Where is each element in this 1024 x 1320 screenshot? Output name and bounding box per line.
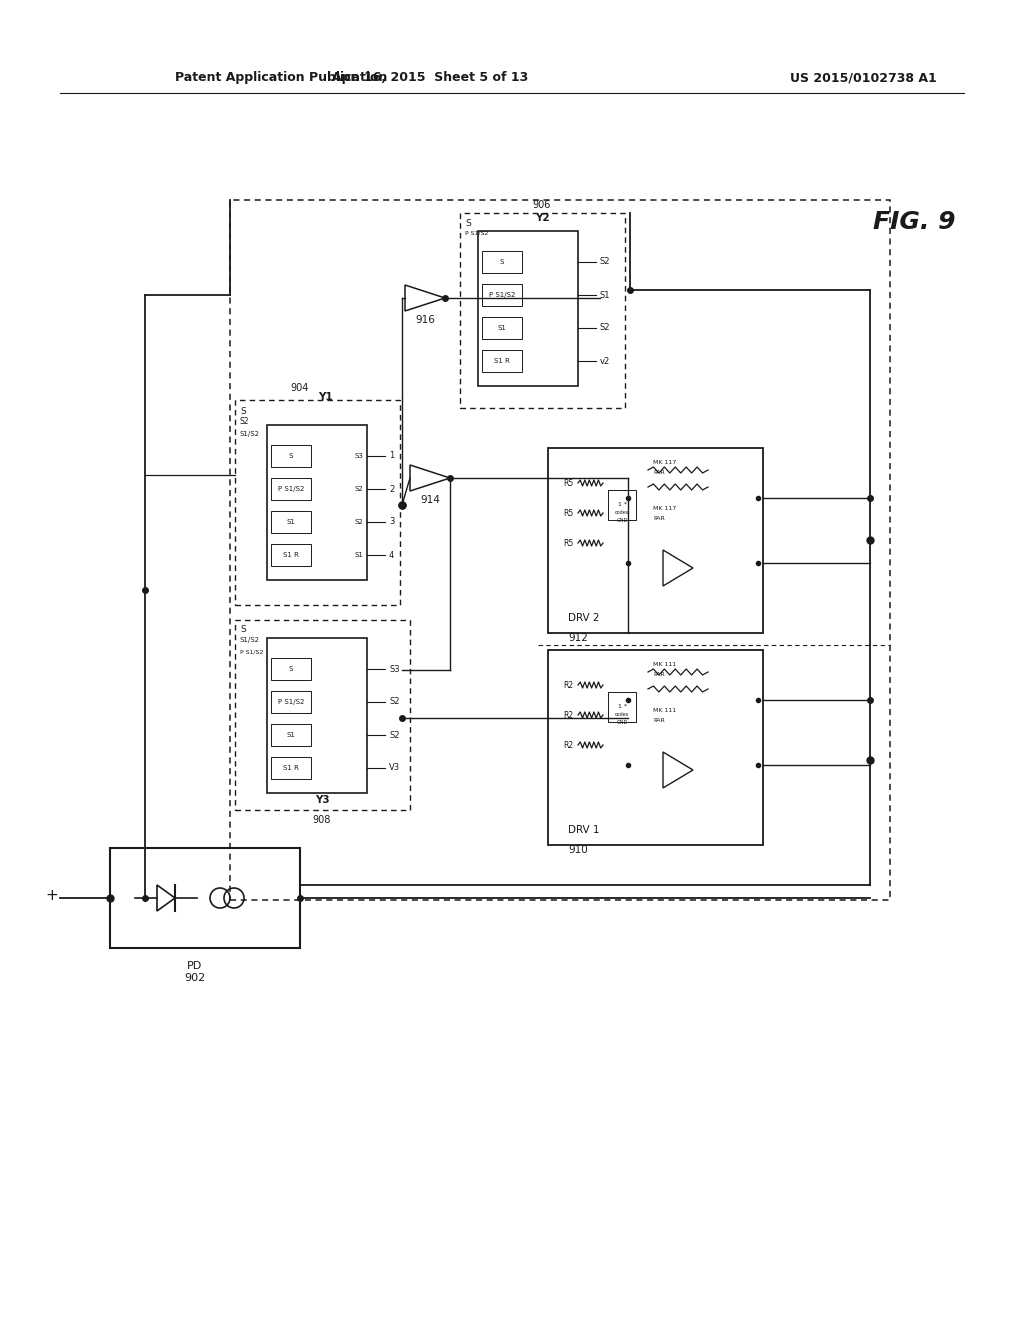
Text: US 2015/0102738 A1: US 2015/0102738 A1 [790, 71, 937, 84]
Text: +: + [45, 888, 58, 903]
Text: S: S [289, 453, 293, 459]
Text: R2: R2 [563, 681, 573, 690]
Text: MK 117: MK 117 [653, 461, 676, 466]
Text: PAR: PAR [653, 672, 665, 677]
Text: S1/S2: S1/S2 [240, 432, 260, 437]
Text: Apr. 16, 2015  Sheet 5 of 13: Apr. 16, 2015 Sheet 5 of 13 [332, 71, 528, 84]
Text: GND: GND [616, 517, 628, 523]
Text: Patent Application Publication: Patent Application Publication [175, 71, 387, 84]
Text: R5: R5 [563, 479, 573, 488]
Text: FIG. 9: FIG. 9 [873, 210, 955, 234]
Text: 904: 904 [291, 383, 309, 393]
Text: 906: 906 [532, 201, 551, 210]
Text: R2: R2 [563, 711, 573, 721]
Text: S2: S2 [354, 486, 364, 492]
Text: DRV 1: DRV 1 [568, 825, 599, 836]
Text: PD: PD [187, 961, 203, 972]
Bar [271, 756, 311, 779]
Text: P S1/S2: P S1/S2 [465, 231, 488, 235]
Text: R5: R5 [563, 540, 573, 549]
Text: S: S [500, 259, 504, 265]
Bar [482, 284, 522, 306]
Text: MK 117: MK 117 [653, 506, 676, 511]
Bar [271, 511, 311, 533]
Bar [271, 723, 311, 746]
Text: Y2: Y2 [535, 213, 549, 223]
Text: Y1: Y1 [317, 392, 333, 403]
Bar [271, 478, 311, 500]
Text: R5: R5 [563, 510, 573, 519]
Text: P S1/S2: P S1/S2 [278, 700, 304, 705]
Text: P S1/S2: P S1/S2 [488, 292, 515, 298]
Text: S1: S1 [600, 290, 610, 300]
Text: MK 111: MK 111 [653, 663, 676, 668]
Bar [234, 400, 400, 605]
Bar [482, 317, 522, 339]
Bar [271, 657, 311, 680]
Bar [608, 692, 636, 722]
Text: S1: S1 [354, 552, 364, 558]
Text: 1 *: 1 * [617, 503, 627, 507]
Text: S: S [240, 408, 246, 417]
Text: 2: 2 [389, 484, 394, 494]
Text: codes: codes [614, 711, 629, 717]
Bar [608, 490, 636, 520]
Text: PAR: PAR [653, 516, 665, 520]
Text: S: S [465, 219, 471, 227]
Text: S1: S1 [498, 325, 507, 331]
Text: PAR: PAR [653, 470, 665, 475]
Bar [271, 544, 311, 566]
Bar [482, 350, 522, 372]
Bar [271, 690, 311, 713]
Bar [548, 447, 763, 634]
Text: codes: codes [614, 510, 629, 515]
Text: S1 R: S1 R [283, 766, 299, 771]
Text: 908: 908 [312, 814, 331, 825]
Text: 4: 4 [389, 550, 394, 560]
Text: 914: 914 [420, 495, 440, 506]
Text: GND: GND [616, 719, 628, 725]
Text: v2: v2 [600, 356, 610, 366]
Text: PAR: PAR [653, 718, 665, 722]
Text: 916: 916 [415, 315, 435, 325]
Text: S2: S2 [600, 257, 610, 267]
Text: 3: 3 [389, 517, 394, 527]
Text: 1: 1 [389, 451, 394, 461]
Text: S: S [240, 626, 246, 635]
Text: V3: V3 [389, 763, 400, 772]
Bar [234, 620, 410, 810]
Bar [267, 638, 367, 793]
Text: 902: 902 [184, 973, 206, 983]
Text: 1 *: 1 * [617, 705, 627, 710]
Text: S3: S3 [354, 453, 364, 459]
Bar [110, 847, 300, 948]
Text: S2: S2 [600, 323, 610, 333]
Text: S2: S2 [389, 697, 399, 706]
Text: S2: S2 [354, 519, 364, 525]
Bar [478, 231, 578, 385]
Bar [482, 251, 522, 273]
Text: 912: 912 [568, 634, 588, 643]
Text: S1 R: S1 R [494, 358, 510, 364]
Bar [267, 425, 367, 579]
Bar [271, 445, 311, 467]
Text: P S1/S2: P S1/S2 [240, 649, 263, 655]
Text: R2: R2 [563, 742, 573, 751]
Text: S3: S3 [389, 664, 399, 673]
Bar [548, 649, 763, 845]
Text: S: S [289, 667, 293, 672]
Text: S2: S2 [240, 417, 250, 426]
Text: S1 R: S1 R [283, 552, 299, 558]
Text: S1: S1 [287, 519, 296, 525]
Text: S1: S1 [287, 733, 296, 738]
Text: MK 111: MK 111 [653, 708, 676, 713]
Bar [460, 213, 625, 408]
Text: 910: 910 [568, 845, 588, 855]
Text: S1/S2: S1/S2 [240, 638, 260, 643]
Text: P S1/S2: P S1/S2 [278, 486, 304, 492]
Text: DRV 2: DRV 2 [568, 612, 599, 623]
Bar [230, 201, 890, 900]
Text: S2: S2 [389, 730, 399, 739]
Text: Y3: Y3 [314, 795, 330, 805]
